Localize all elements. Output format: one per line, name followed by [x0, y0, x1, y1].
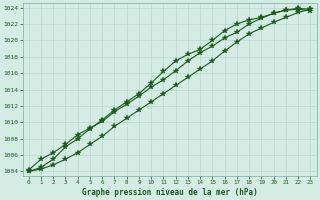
X-axis label: Graphe pression niveau de la mer (hPa): Graphe pression niveau de la mer (hPa) — [82, 188, 258, 197]
